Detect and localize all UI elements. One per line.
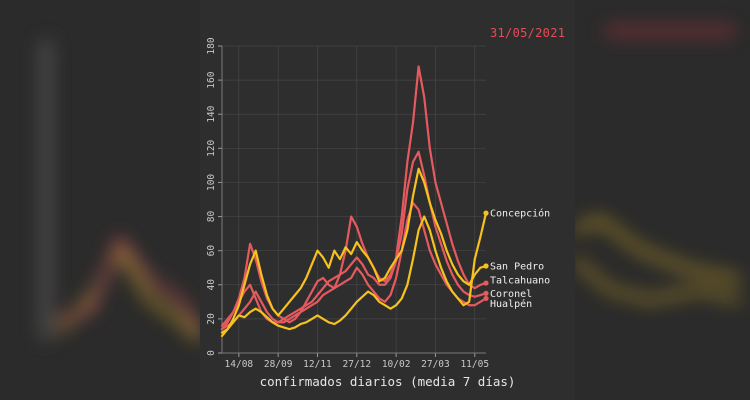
y-tick-label: 160 [206, 71, 217, 88]
series-endpoint [483, 280, 489, 286]
series-line-concepci-n [220, 212, 488, 334]
y-tick-label: 20 [206, 313, 217, 325]
y-tick-label: 40 [206, 279, 217, 291]
series-label: Talcahuano [490, 276, 550, 287]
y-tick-label: 140 [206, 105, 217, 122]
y-tick-label: 0 [206, 350, 217, 356]
series-line-hualp-n [220, 201, 488, 331]
series-line-talcahuano [220, 65, 488, 331]
x-tick-label: 10/02 [382, 359, 411, 370]
x-tick-label: 12/11 [303, 359, 332, 370]
series-label: Hualpén [490, 298, 532, 310]
series-label: Concepción [490, 208, 550, 220]
x-tick-label: 27/12 [343, 359, 372, 370]
series-endpoint [483, 210, 489, 216]
y-tick-label: 100 [206, 174, 217, 191]
x-axis-title: confirmados diarios (media 7 días) [259, 374, 516, 389]
x-tick-label: 11/05 [460, 359, 489, 370]
date-label: 31/05/2021 [490, 26, 566, 40]
y-tick-label: 120 [206, 139, 217, 156]
y-tick-label: 180 [206, 37, 217, 54]
series-endpoint [483, 263, 489, 269]
y-tick-label: 80 [206, 211, 217, 223]
series-endpoint [483, 290, 489, 296]
x-tick-label: 14/08 [225, 359, 254, 370]
x-tick-label: 27/03 [421, 359, 450, 370]
series-label: Coronel [490, 289, 532, 300]
series-line-coronel [220, 150, 488, 327]
x-tick-label: 28/09 [264, 359, 293, 370]
series-line-san-pedro [220, 167, 488, 338]
series-label: San Pedro [490, 262, 544, 273]
chart-panel [200, 0, 575, 400]
y-tick-label: 60 [206, 245, 217, 257]
series-endpoint [483, 295, 489, 302]
